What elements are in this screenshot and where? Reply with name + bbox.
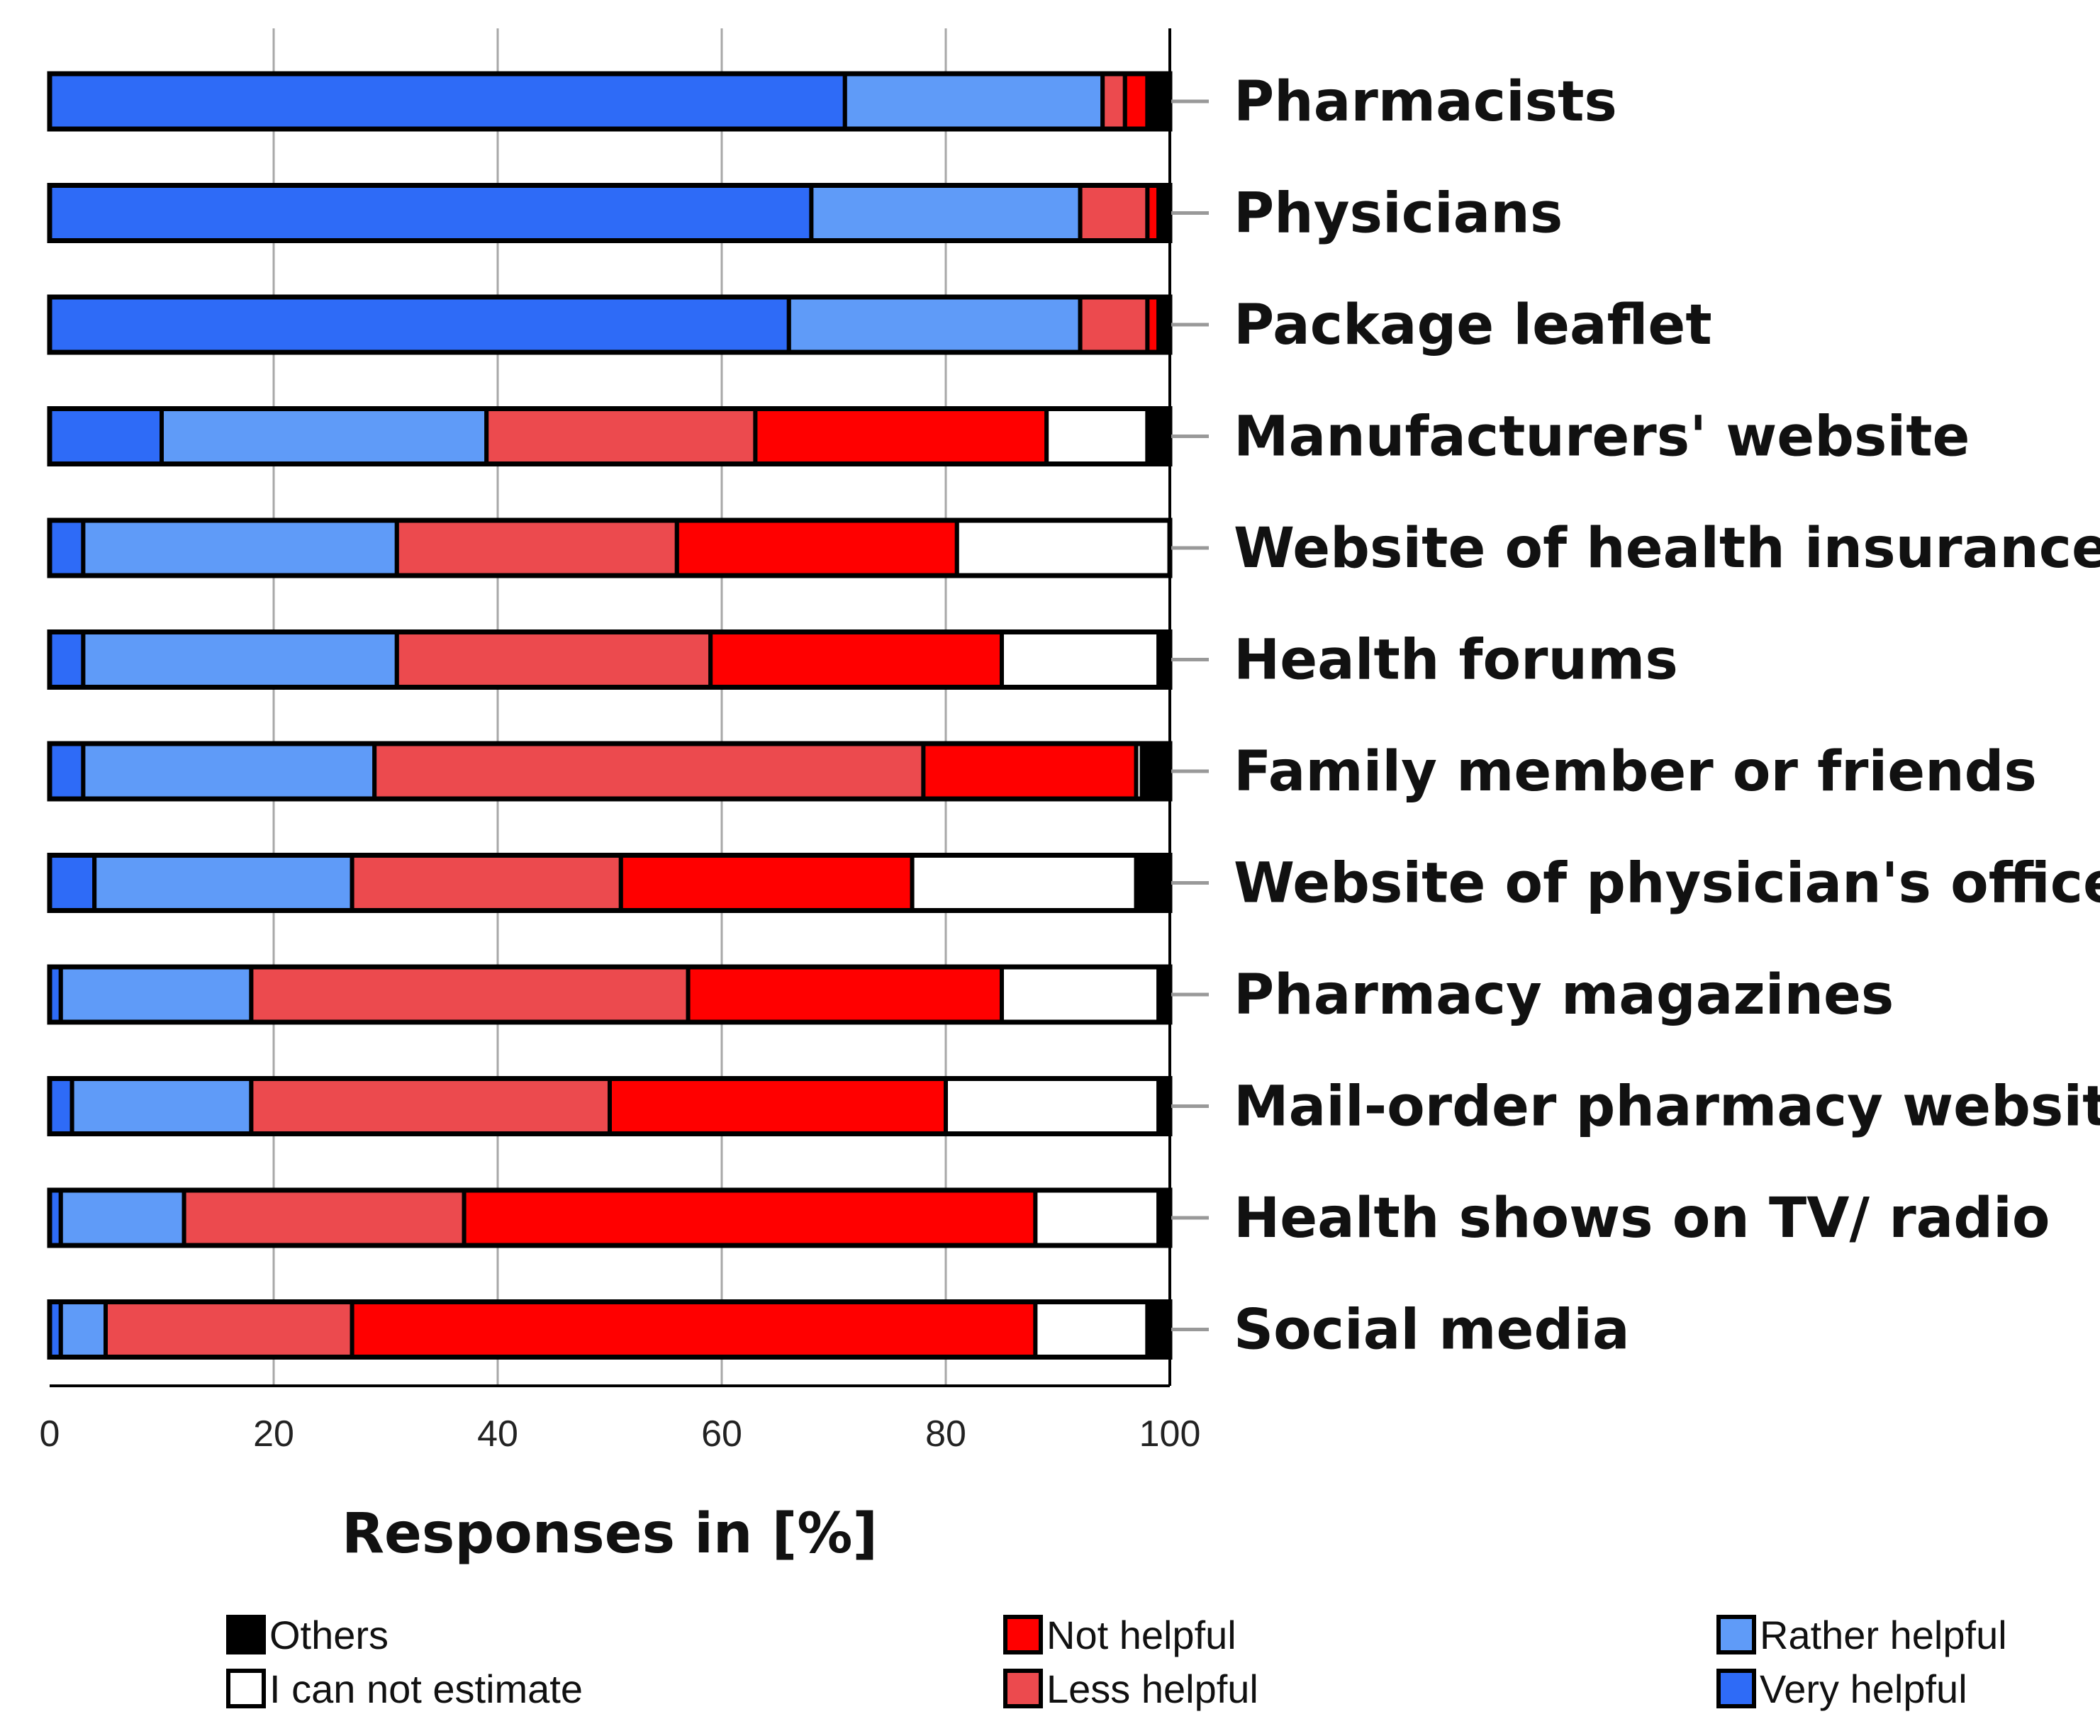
bar-segment <box>48 629 86 690</box>
bar-segment <box>1145 406 1173 466</box>
legend-swatch <box>1003 1615 1043 1654</box>
bar-segment <box>58 1188 186 1248</box>
bar-segment <box>58 965 254 1024</box>
bar-segment <box>910 853 1139 913</box>
bar-segment <box>1078 295 1150 354</box>
bar-segment <box>249 1076 612 1136</box>
legend-label: Not helpful <box>1046 1613 1236 1657</box>
bar-segment <box>1078 183 1150 243</box>
bar-segment <box>48 853 97 913</box>
x-tick-labels: 0 20 40 60 80 100 <box>40 1413 1201 1455</box>
bar-segment <box>394 518 679 578</box>
category-label: Website of health insurance <box>1234 517 2100 581</box>
category-label: Package leaflet <box>1234 293 1712 357</box>
category-labels: Pharmacists Physicians Package leaflet Manu… <box>1234 70 2100 1362</box>
bar-segment <box>462 1188 1038 1248</box>
bar-segment <box>249 965 691 1024</box>
bar-segment <box>674 518 959 578</box>
bar-segment <box>1000 965 1161 1024</box>
axes <box>50 28 1209 1387</box>
bar-segment <box>48 183 814 243</box>
legend-swatch <box>226 1669 266 1708</box>
category-label: Website of physician's office <box>1234 852 2100 916</box>
bar-segment <box>944 1076 1161 1136</box>
bar-segment <box>181 1188 467 1248</box>
grid-lines <box>272 28 947 1386</box>
bar-segment <box>48 295 791 354</box>
bar-segment <box>618 853 915 913</box>
bar-segment <box>81 629 399 690</box>
x-tick-label: 20 <box>253 1413 294 1455</box>
x-tick-label: 40 <box>477 1413 518 1455</box>
bar-segment <box>394 629 713 690</box>
bar-segment <box>81 741 377 801</box>
bar-segment <box>921 741 1139 801</box>
bar-segment <box>48 741 86 801</box>
legend-label: I can not estimate <box>269 1667 583 1711</box>
bar-segment <box>1100 72 1127 131</box>
legend-label: Rather helpful <box>1760 1613 2007 1657</box>
bar-segment <box>842 72 1105 131</box>
bar-segment <box>708 629 1004 690</box>
bar-segment <box>69 1076 254 1136</box>
bar-segment <box>484 406 758 466</box>
bars <box>47 71 1173 1360</box>
category-label: Manufacturers' website <box>1234 405 1970 469</box>
x-axis-title: Responses in [%] <box>342 1502 878 1566</box>
bar-segment <box>160 406 489 466</box>
x-tick-label: 100 <box>1139 1413 1201 1455</box>
legend: Others I can not estimate Not helpful Less … <box>226 1613 2007 1711</box>
category-label: Pharmacists <box>1234 70 1617 134</box>
bar-segment <box>1033 1188 1161 1248</box>
bar-segment <box>1000 629 1161 690</box>
legend-label: Very helpful <box>1760 1667 1967 1711</box>
category-label: Physicians <box>1234 182 1563 246</box>
bar-segment <box>48 406 164 466</box>
legend-swatch <box>1716 1615 1756 1654</box>
legend-swatch <box>226 1615 266 1654</box>
legend-swatch <box>1716 1669 1756 1708</box>
bar-segment <box>48 1076 74 1136</box>
bar-segment <box>686 965 1004 1024</box>
bar-segment <box>58 1299 108 1360</box>
bar-segment <box>104 1299 354 1360</box>
bar-segment <box>1122 72 1150 131</box>
legend-swatch <box>1003 1669 1043 1708</box>
bar-segment <box>1145 1299 1173 1360</box>
category-label: Pharmacy magazines <box>1234 963 1894 1027</box>
x-tick-label: 0 <box>40 1413 60 1455</box>
bar-segment <box>350 853 623 913</box>
bar-segment <box>372 741 926 801</box>
category-label: Family member or friends <box>1234 740 2037 804</box>
bar-segment <box>1139 741 1172 801</box>
bar-segment <box>1033 1299 1150 1360</box>
category-label: Mail-order pharmacy website <box>1234 1075 2100 1139</box>
bar-segment <box>48 72 847 131</box>
bar-segment <box>350 1299 1038 1360</box>
x-tick-label: 60 <box>701 1413 742 1455</box>
bar-segment <box>1145 72 1173 131</box>
bar-segment <box>753 406 1049 466</box>
legend-label: Others <box>269 1613 389 1657</box>
bar-segment <box>1044 406 1150 466</box>
category-label: Social media <box>1234 1299 1630 1362</box>
category-label: Health shows on TV/ radio <box>1234 1187 2050 1250</box>
legend-label: Less helpful <box>1046 1667 1258 1711</box>
bar-segment <box>809 183 1083 243</box>
bar-segment <box>81 518 399 578</box>
bar-segment <box>608 1076 948 1136</box>
bar-segment <box>48 518 86 578</box>
bar-segment <box>1134 853 1172 913</box>
bar-segment <box>92 853 354 913</box>
bar-segment <box>954 518 1173 578</box>
bar-segment <box>786 295 1083 354</box>
category-label: Health forums <box>1234 629 1678 693</box>
x-tick-label: 80 <box>925 1413 966 1455</box>
